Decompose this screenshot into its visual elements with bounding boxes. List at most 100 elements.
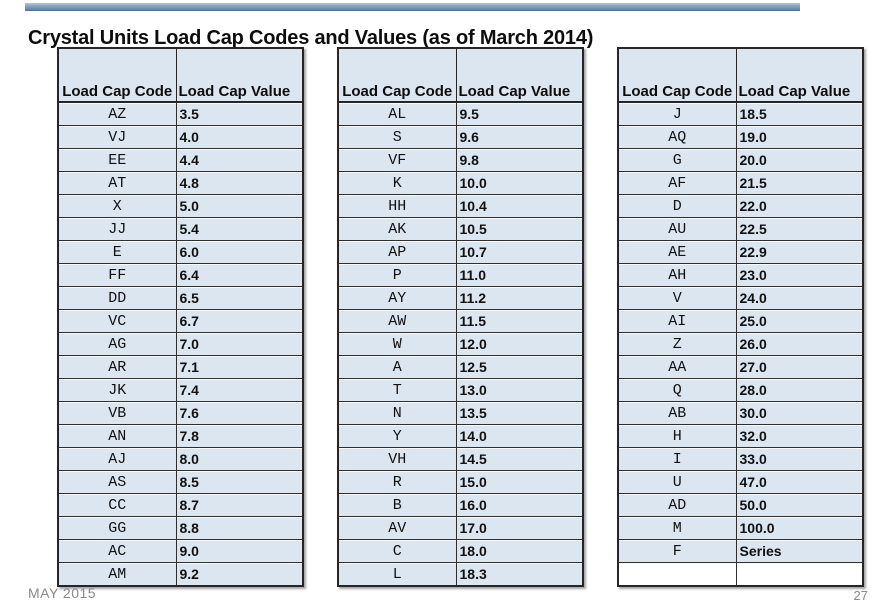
table-row: AU 22.5 xyxy=(617,217,864,241)
load-cap-code-cell: M xyxy=(617,516,737,540)
table-row: AE 22.9 xyxy=(617,240,864,264)
table-header-row: Load Cap Code Load Cap Value xyxy=(57,47,304,103)
load-cap-value-cell: 10.7 xyxy=(455,240,584,264)
table-row: S 9.6 xyxy=(337,125,584,149)
table-row: W 12.0 xyxy=(337,332,584,356)
load-cap-code-cell: AI xyxy=(617,309,737,333)
load-cap-value-cell: 9.5 xyxy=(455,101,584,126)
load-cap-code-cell: C xyxy=(337,539,457,563)
load-cap-code-header: Load Cap Code xyxy=(617,47,737,103)
load-cap-code-cell: DD xyxy=(57,286,177,310)
load-cap-value-cell: 6.5 xyxy=(175,286,304,310)
load-cap-value-cell: 10.0 xyxy=(455,171,584,195)
table-row: JJ 5.4 xyxy=(57,217,304,241)
load-cap-code-cell: AW xyxy=(337,309,457,333)
table-row: VB 7.6 xyxy=(57,401,304,425)
load-cap-code-cell: AT xyxy=(57,171,177,195)
load-cap-value-cell: 18.3 xyxy=(455,562,584,587)
table-row: AM 9.2 xyxy=(57,562,304,587)
load-cap-code-cell: U xyxy=(617,470,737,494)
table-row: M 100.0 xyxy=(617,516,864,540)
load-cap-code-cell: AG xyxy=(57,332,177,356)
load-cap-code-cell: Z xyxy=(617,332,737,356)
table-row: AT 4.8 xyxy=(57,171,304,195)
load-cap-value-cell: 8.5 xyxy=(175,470,304,494)
load-cap-code-cell: AC xyxy=(57,539,177,563)
load-cap-code-cell: AQ xyxy=(617,125,737,149)
table-row: AA 27.0 xyxy=(617,355,864,379)
load-cap-code-cell: AA xyxy=(617,355,737,379)
load-cap-value-cell: 4.8 xyxy=(175,171,304,195)
load-cap-code-cell: VH xyxy=(337,447,457,471)
table-row: F Series xyxy=(617,539,864,563)
load-cap-value-cell: 16.0 xyxy=(455,493,584,517)
load-cap-code-cell: L xyxy=(337,562,457,587)
load-cap-code-cell: AY xyxy=(337,286,457,310)
load-cap-code-cell: AJ xyxy=(57,447,177,471)
table-row: VC 6.7 xyxy=(57,309,304,333)
load-cap-value-cell: 33.0 xyxy=(735,447,864,471)
table-row: P 11.0 xyxy=(337,263,584,287)
load-cap-code-cell: X xyxy=(57,194,177,218)
load-cap-code-cell: AK xyxy=(337,217,457,241)
load-cap-code-cell xyxy=(617,562,737,587)
load-cap-value-cell: 6.4 xyxy=(175,263,304,287)
table-row: X 5.0 xyxy=(57,194,304,218)
load-cap-code-cell: Y xyxy=(337,424,457,448)
table-row: AB 30.0 xyxy=(617,401,864,425)
load-cap-code-cell: F xyxy=(617,539,737,563)
table-row: V 24.0 xyxy=(617,286,864,310)
load-cap-value-cell: 19.0 xyxy=(735,125,864,149)
load-cap-code-cell: H xyxy=(617,424,737,448)
load-cap-value-header: Load Cap Value xyxy=(735,47,864,103)
load-cap-value-cell: 9.2 xyxy=(175,562,304,587)
load-cap-code-cell: E xyxy=(57,240,177,264)
load-cap-value-cell: 14.0 xyxy=(455,424,584,448)
load-cap-value-header: Load Cap Value xyxy=(455,47,584,103)
table-row: L 18.3 xyxy=(337,562,584,587)
table-row: H 32.0 xyxy=(617,424,864,448)
load-cap-value-cell: 7.1 xyxy=(175,355,304,379)
table-row: AW 11.5 xyxy=(337,309,584,333)
load-cap-code-cell: B xyxy=(337,493,457,517)
table-row: AF 21.5 xyxy=(617,171,864,195)
table-row: AK 10.5 xyxy=(337,217,584,241)
table-row: AV 17.0 xyxy=(337,516,584,540)
load-cap-value-header: Load Cap Value xyxy=(175,47,304,103)
table-row: C 18.0 xyxy=(337,539,584,563)
table-row: AD 50.0 xyxy=(617,493,864,517)
table-row: AZ 3.5 xyxy=(57,101,304,126)
table-row: R 15.0 xyxy=(337,470,584,494)
load-cap-code-cell: AR xyxy=(57,355,177,379)
table-row: Z 26.0 xyxy=(617,332,864,356)
load-cap-value-cell: 5.4 xyxy=(175,217,304,241)
table-row: I 33.0 xyxy=(617,447,864,471)
table-row xyxy=(617,562,864,587)
load-cap-value-cell: 15.0 xyxy=(455,470,584,494)
load-cap-table-1: Load Cap Code Load Cap Value AZ 3.5 VJ 4.0 E… xyxy=(57,47,304,587)
load-cap-value-cell: 9.0 xyxy=(175,539,304,563)
load-cap-value-cell: 22.9 xyxy=(735,240,864,264)
load-cap-code-cell: AE xyxy=(617,240,737,264)
load-cap-code-cell: VB xyxy=(57,401,177,425)
load-cap-value-cell: 4.0 xyxy=(175,125,304,149)
load-cap-table-2: Load Cap Code Load Cap Value AL 9.5 S 9.6 VF… xyxy=(337,47,584,587)
load-cap-code-cell: AN xyxy=(57,424,177,448)
load-cap-code-cell: S xyxy=(337,125,457,149)
load-cap-code-header: Load Cap Code xyxy=(337,47,457,103)
table-row: HH 10.4 xyxy=(337,194,584,218)
load-cap-code-cell: W xyxy=(337,332,457,356)
table-row: E 6.0 xyxy=(57,240,304,264)
table-row: A 12.5 xyxy=(337,355,584,379)
table-row: FF 6.4 xyxy=(57,263,304,287)
load-cap-code-cell: AF xyxy=(617,171,737,195)
load-cap-code-cell: AM xyxy=(57,562,177,587)
table-row: AI 25.0 xyxy=(617,309,864,333)
load-cap-code-cell: HH xyxy=(337,194,457,218)
table-row: AJ 8.0 xyxy=(57,447,304,471)
load-cap-code-cell: P xyxy=(337,263,457,287)
load-cap-value-cell: 32.0 xyxy=(735,424,864,448)
load-cap-value-cell: 11.5 xyxy=(455,309,584,333)
table-row: U 47.0 xyxy=(617,470,864,494)
load-cap-value-cell: 9.6 xyxy=(455,125,584,149)
